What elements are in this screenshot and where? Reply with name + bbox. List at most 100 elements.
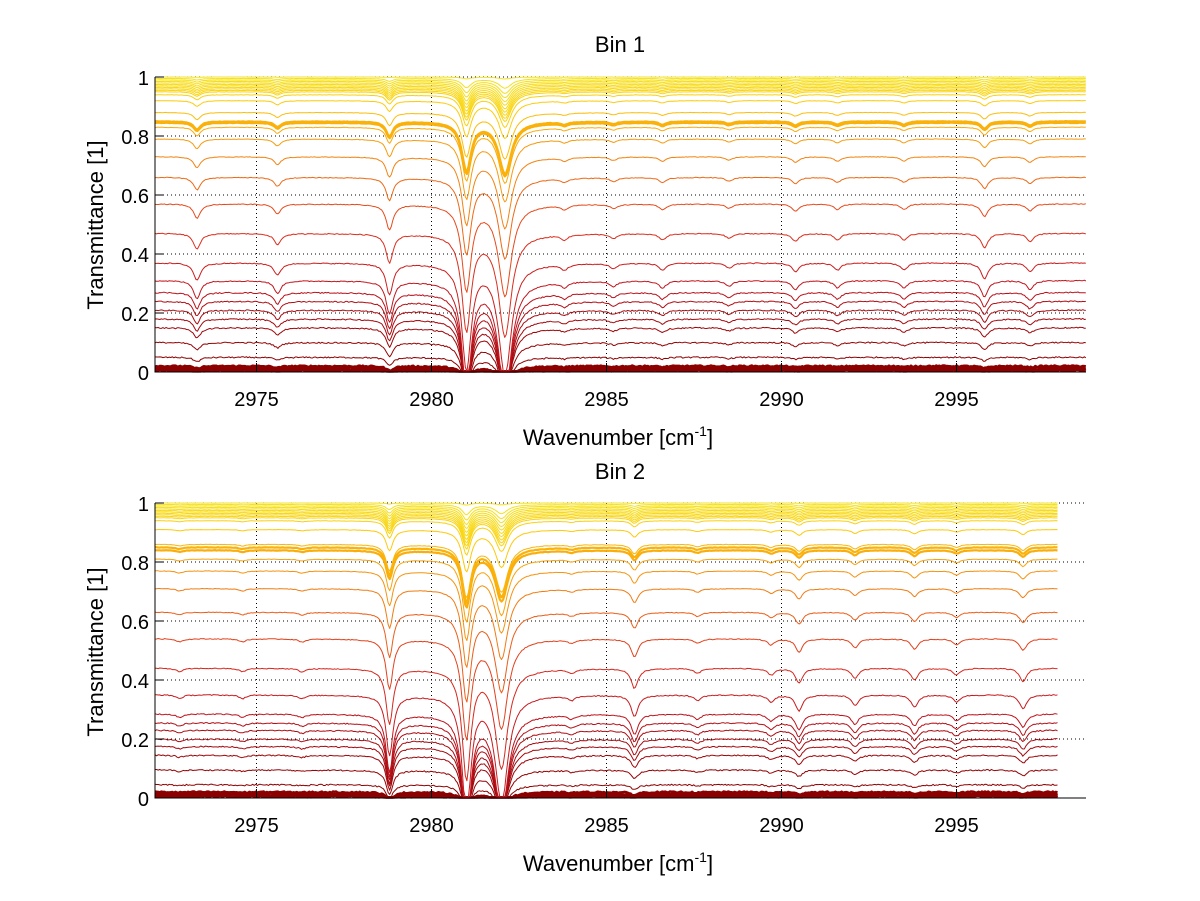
series-line	[154, 667, 1058, 782]
series-line	[154, 156, 1086, 230]
series-line	[154, 529, 1058, 573]
series-line	[154, 713, 1058, 798]
x-axis-label-superscript: -1	[695, 423, 708, 439]
series-line	[154, 503, 1058, 516]
y-tick-label: 0.2	[121, 730, 149, 752]
series-line	[154, 317, 1086, 372]
x-axis-label-main: Wavenumber [cm	[523, 425, 695, 450]
series-line	[155, 548, 1058, 609]
series-line	[155, 506, 1058, 525]
series-line	[154, 738, 1058, 798]
series-line	[155, 546, 1058, 604]
y-tick-label: 1	[138, 68, 149, 90]
series-line	[154, 300, 1086, 372]
series-line	[154, 121, 1086, 178]
series-line	[154, 138, 1086, 203]
tick-labels: 2975 2980 2985 2990 2995 0 0.2 0.4 0.6 0.8 1	[121, 494, 979, 837]
series-line	[154, 783, 1058, 798]
series-line	[154, 729, 1058, 798]
x-axis-label: Wavenumber [cm-1]	[523, 423, 713, 450]
series-line	[154, 232, 1086, 338]
series-line	[155, 769, 1058, 798]
x-tick-label: 2980	[409, 815, 454, 837]
series-line	[154, 364, 1087, 373]
y-tick-label: 0.2	[121, 304, 149, 326]
series-line	[154, 356, 1087, 372]
y-tick-label: 0.6	[121, 612, 149, 634]
series-group	[154, 76, 1087, 373]
series-line	[154, 341, 1086, 372]
x-axis-label-superscript: -1	[695, 849, 708, 865]
series-line	[155, 508, 1058, 529]
series-line	[155, 515, 1058, 547]
series-line	[154, 88, 1086, 116]
series-line	[154, 558, 1058, 623]
series-line	[155, 83, 1086, 106]
series-line	[155, 520, 1058, 556]
series-line	[154, 638, 1058, 741]
series-line	[154, 262, 1086, 372]
series-line	[154, 543, 1058, 599]
chart-title: Bin 2	[595, 459, 645, 484]
series-line	[154, 514, 1058, 544]
y-tick-label: 0.4	[121, 245, 149, 267]
axes	[154, 502, 1086, 799]
series-line	[154, 611, 1058, 703]
series-line	[155, 79, 1086, 94]
series-line	[154, 509, 1058, 533]
y-axis-label: Transmittance [1]	[83, 567, 108, 736]
y-tick-label: 0.8	[121, 553, 149, 575]
x-tick-label: 2985	[584, 815, 629, 837]
chart-title: Bin 1	[595, 32, 645, 57]
series-line	[154, 89, 1086, 119]
chart-panel-bin-2: Bin 2 2975 2980 2985 2990 2995 0 0.2 0.4 0.6 0.8 1…	[83, 459, 1086, 876]
series-line	[154, 511, 1058, 537]
series-group	[154, 502, 1059, 799]
series-line	[155, 126, 1086, 184]
axes	[154, 76, 1086, 373]
series-line	[154, 694, 1058, 798]
x-axis-label-main: Wavenumber [cm	[523, 851, 695, 876]
tick-labels: 2975 2980 2985 2990 2995 0 0.2 0.4 0.6 0.8 1	[121, 68, 979, 411]
x-tick-label: 2995	[934, 389, 979, 411]
y-tick-label: 0.4	[121, 671, 149, 693]
series-line	[154, 505, 1058, 521]
y-tick-label: 0.8	[121, 127, 149, 149]
series-line	[154, 203, 1086, 298]
x-tick-label: 2980	[409, 389, 454, 411]
series-line	[155, 176, 1086, 260]
series-line	[154, 588, 1058, 668]
series-line	[154, 82, 1086, 103]
series-line	[154, 745, 1058, 798]
series-line	[154, 570, 1058, 641]
series-line	[154, 291, 1086, 372]
y-tick-label: 0	[138, 363, 149, 385]
y-tick-label: 0	[138, 789, 149, 811]
series-line	[154, 77, 1086, 89]
x-axis-label-suffix: ]	[707, 851, 713, 876]
series-line	[154, 85, 1086, 110]
x-axis-label: Wavenumber [cm-1]	[523, 849, 713, 876]
series-line	[154, 754, 1058, 798]
x-tick-label: 2985	[584, 389, 629, 411]
series-line	[154, 91, 1086, 122]
x-tick-label: 2975	[234, 815, 279, 837]
series-line	[154, 309, 1086, 372]
series-line	[154, 722, 1058, 798]
x-tick-label: 2995	[934, 815, 979, 837]
x-tick-label: 2975	[234, 389, 279, 411]
series-line	[154, 80, 1086, 99]
y-axis-label: Transmittance [1]	[83, 140, 108, 309]
series-line	[155, 76, 1086, 80]
series-line	[155, 502, 1058, 506]
series-line	[154, 119, 1087, 175]
series-line	[154, 512, 1058, 540]
y-tick-label: 1	[138, 494, 149, 516]
series-line	[155, 100, 1086, 139]
x-tick-label: 2990	[759, 815, 804, 837]
series-line	[154, 86, 1086, 113]
chart-panel-bin-1: Bin 1 2975 2980 2985 2990 2995 0 0.2 0.4 0.6 0.8 1…	[83, 32, 1087, 450]
y-tick-label: 0.6	[121, 186, 149, 208]
series-line	[154, 279, 1087, 372]
